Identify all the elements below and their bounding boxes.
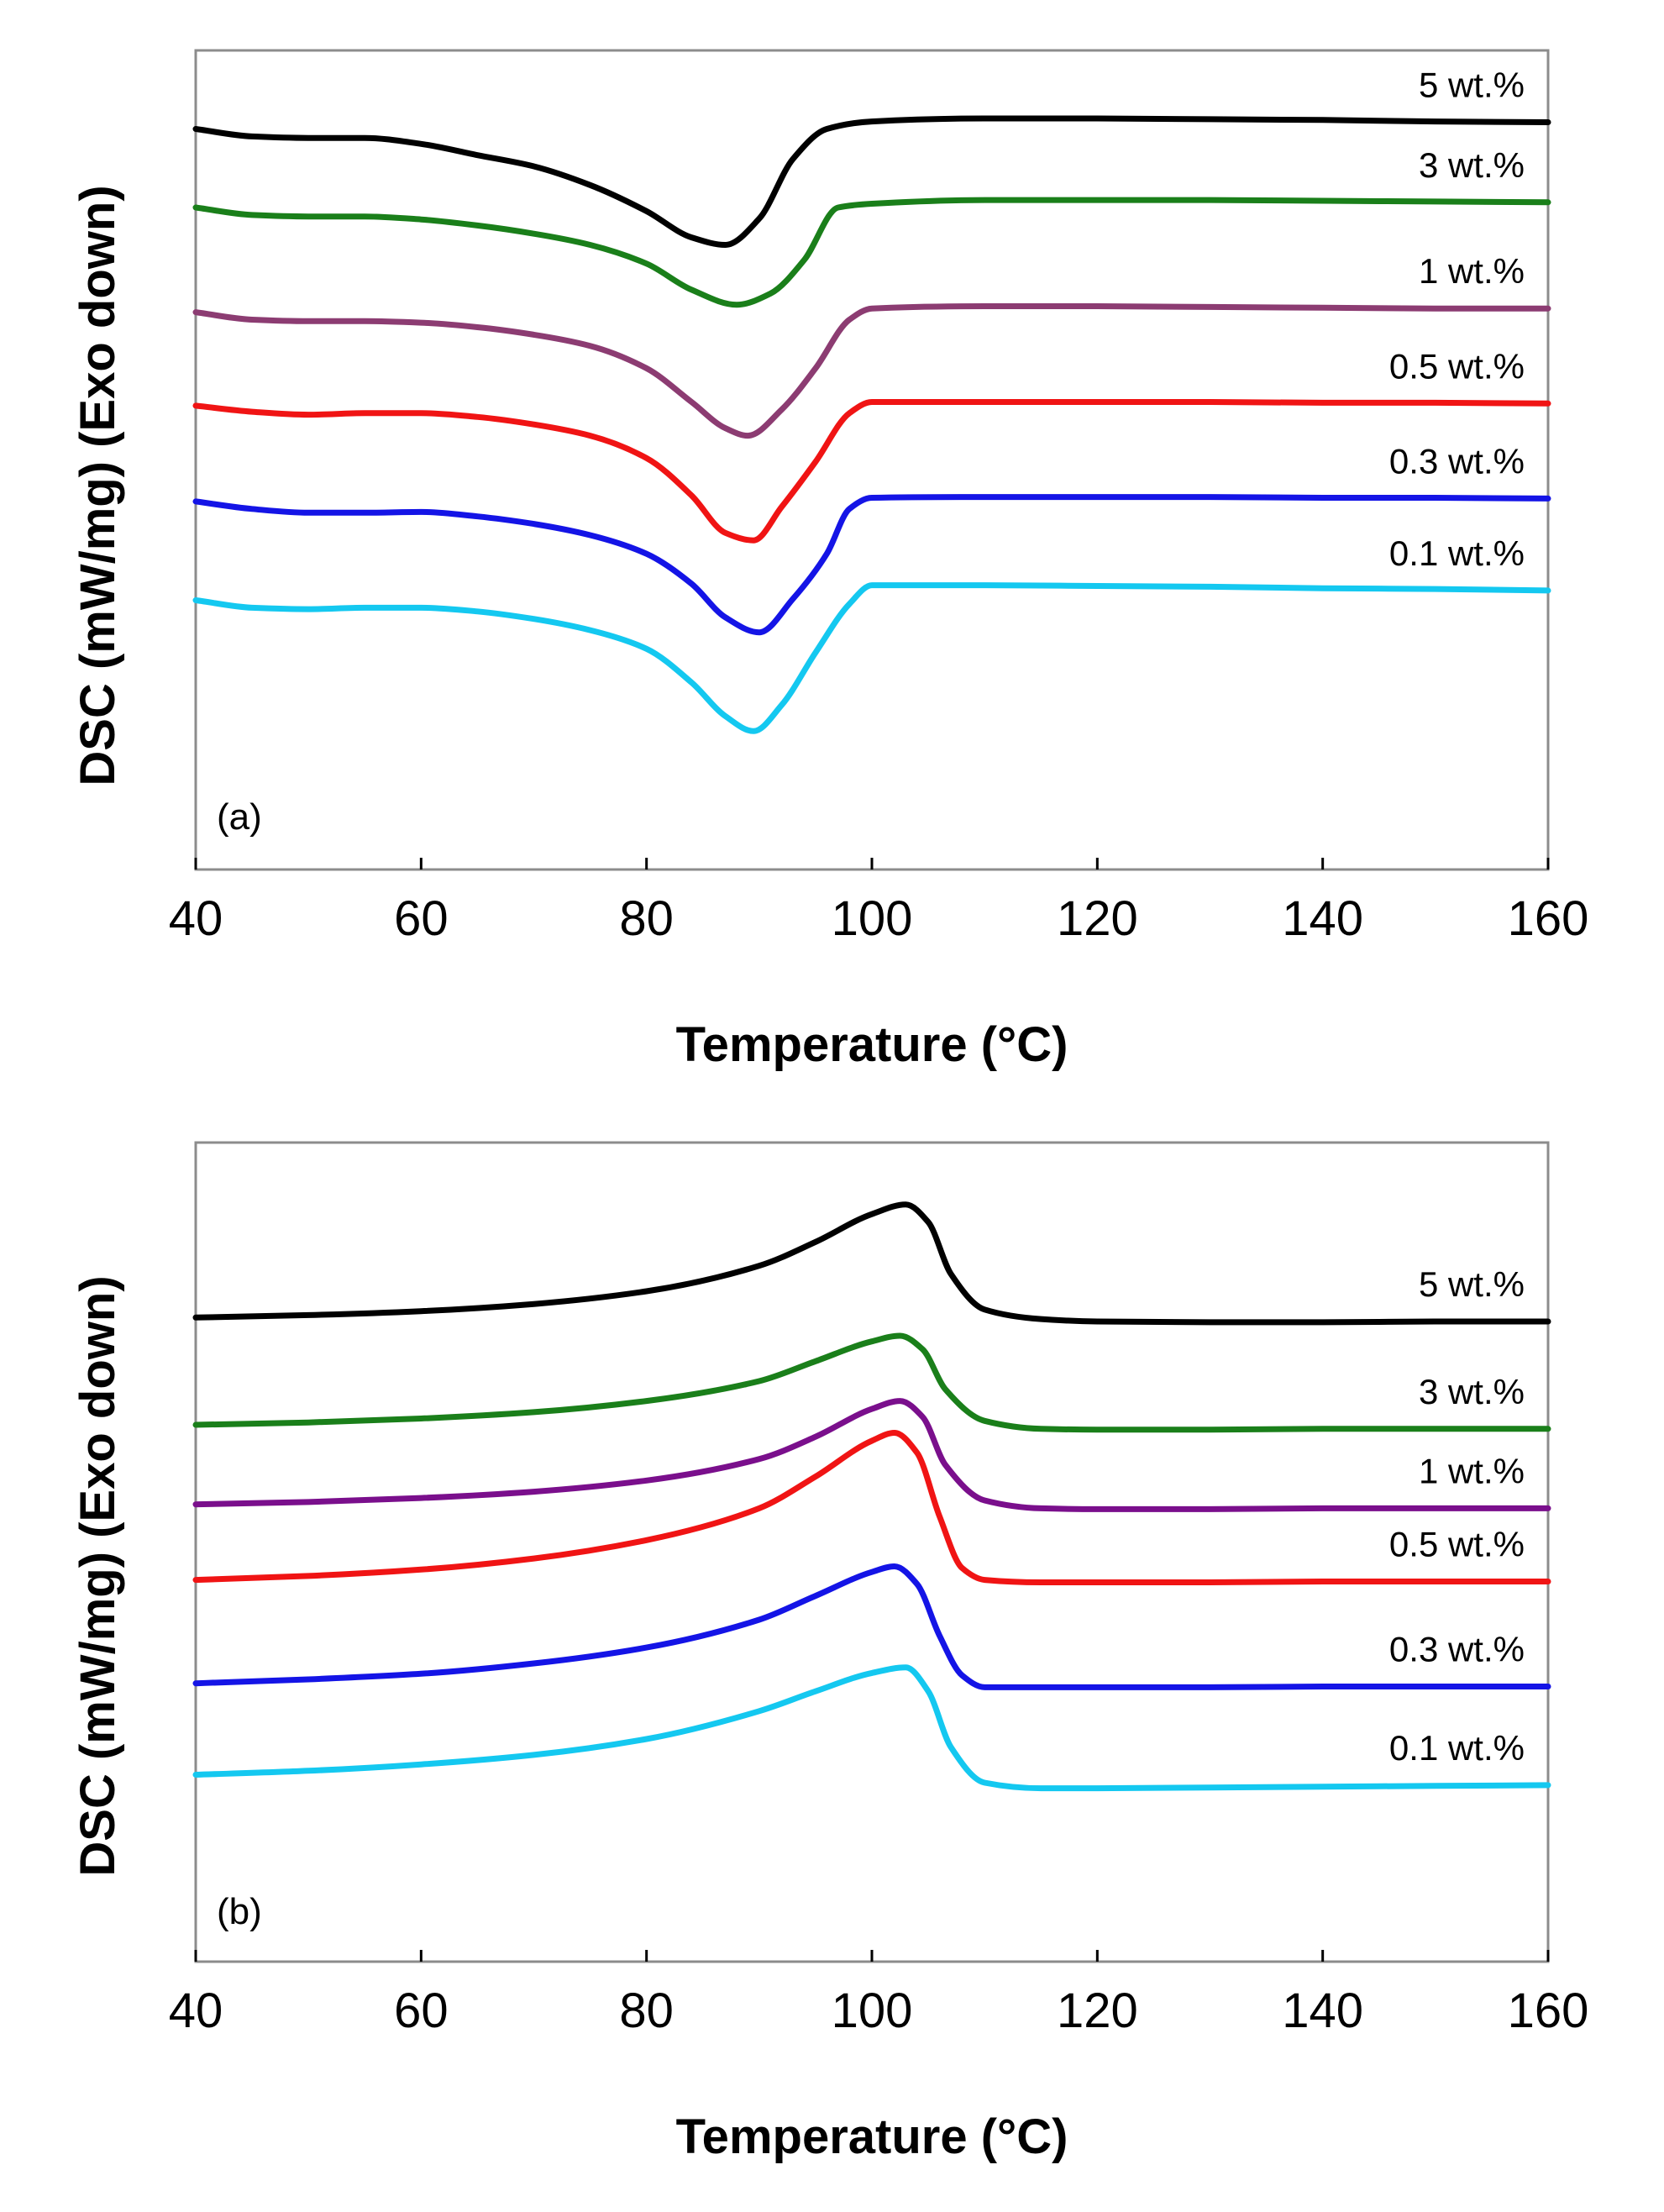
y-axis-title: DSC (mW/mg) (Exo down)	[71, 1275, 125, 1876]
panel-label: (a)	[217, 796, 262, 838]
x-tick-label: 100	[832, 1983, 913, 2038]
x-tick-label: 120	[1057, 1983, 1138, 2038]
series-line-0	[192, 115, 1551, 248]
x-tick-label: 100	[832, 891, 913, 946]
series-lines	[192, 115, 1551, 734]
series-label: 3 wt.%	[1419, 1372, 1525, 1411]
x-axis-ticks: 40 60 80 100 120 140 160	[169, 858, 1589, 946]
x-tick-label: 60	[394, 891, 449, 946]
x-axis-title: Temperature (°C)	[676, 1017, 1068, 1072]
series-lines	[192, 1201, 1551, 1792]
x-tick-label: 140	[1282, 1983, 1363, 2038]
series-line-4	[192, 494, 1551, 636]
series-labels: 5 wt.% 3 wt.% 1 wt.% 0.5 wt.% 0.3 wt.% 0.1 wt…	[1389, 65, 1525, 572]
series-label: 0.5 wt.%	[1389, 346, 1525, 386]
x-axis-ticks: 40 60 80 100 120 140 160	[169, 1950, 1589, 2038]
x-tick-label: 40	[169, 891, 223, 946]
x-tick-label: 160	[1508, 1983, 1589, 2038]
plot-area-frame	[194, 49, 1550, 871]
series-label: 5 wt.%	[1419, 65, 1525, 104]
x-tick-label: 140	[1282, 891, 1363, 946]
series-line-0	[192, 1201, 1551, 1326]
panel-label: (b)	[217, 1891, 262, 1932]
x-tick-label: 80	[619, 891, 674, 946]
series-label: 0.3 wt.%	[1389, 1629, 1525, 1668]
x-tick-label: 80	[619, 1983, 674, 2038]
series-line-3	[192, 398, 1551, 544]
x-tick-label: 160	[1508, 891, 1589, 946]
panel-b: 5 wt.% 3 wt.% 1 wt.% 0.5 wt.% 0.3 wt.% 0.1 wt…	[71, 1141, 1589, 2164]
series-line-5	[192, 1664, 1551, 1792]
series-label: 1 wt.%	[1419, 1451, 1525, 1490]
series-label: 0.1 wt.%	[1389, 1728, 1525, 1768]
series-line-3	[192, 1430, 1551, 1586]
y-axis-title: DSC (mW/mg) (Exo down)	[71, 185, 125, 785]
series-label: 3 wt.%	[1419, 145, 1525, 185]
series-line-5	[192, 582, 1551, 734]
x-tick-label: 60	[394, 1983, 449, 2038]
x-tick-label: 120	[1057, 891, 1138, 946]
series-label: 5 wt.%	[1419, 1264, 1525, 1304]
x-tick-label: 40	[169, 1983, 223, 2038]
series-label: 1 wt.%	[1419, 251, 1525, 291]
series-label: 0.1 wt.%	[1389, 533, 1525, 573]
plot-area-frame	[194, 1141, 1550, 1963]
x-axis-title: Temperature (°C)	[676, 2110, 1068, 2164]
series-labels: 5 wt.% 3 wt.% 1 wt.% 0.5 wt.% 0.3 wt.% 0.1 wt…	[1389, 1264, 1525, 1768]
series-line-1	[192, 197, 1551, 308]
series-line-1	[192, 1332, 1551, 1433]
series-line-2	[192, 302, 1551, 439]
series-label: 0.3 wt.%	[1389, 441, 1525, 481]
series-label: 0.5 wt.%	[1389, 1525, 1525, 1564]
series-line-4	[192, 1563, 1551, 1690]
panel-a: 5 wt.% 3 wt.% 1 wt.% 0.5 wt.% 0.3 wt.% 0.1 wt…	[71, 49, 1589, 1072]
series-line-2	[192, 1398, 1551, 1512]
